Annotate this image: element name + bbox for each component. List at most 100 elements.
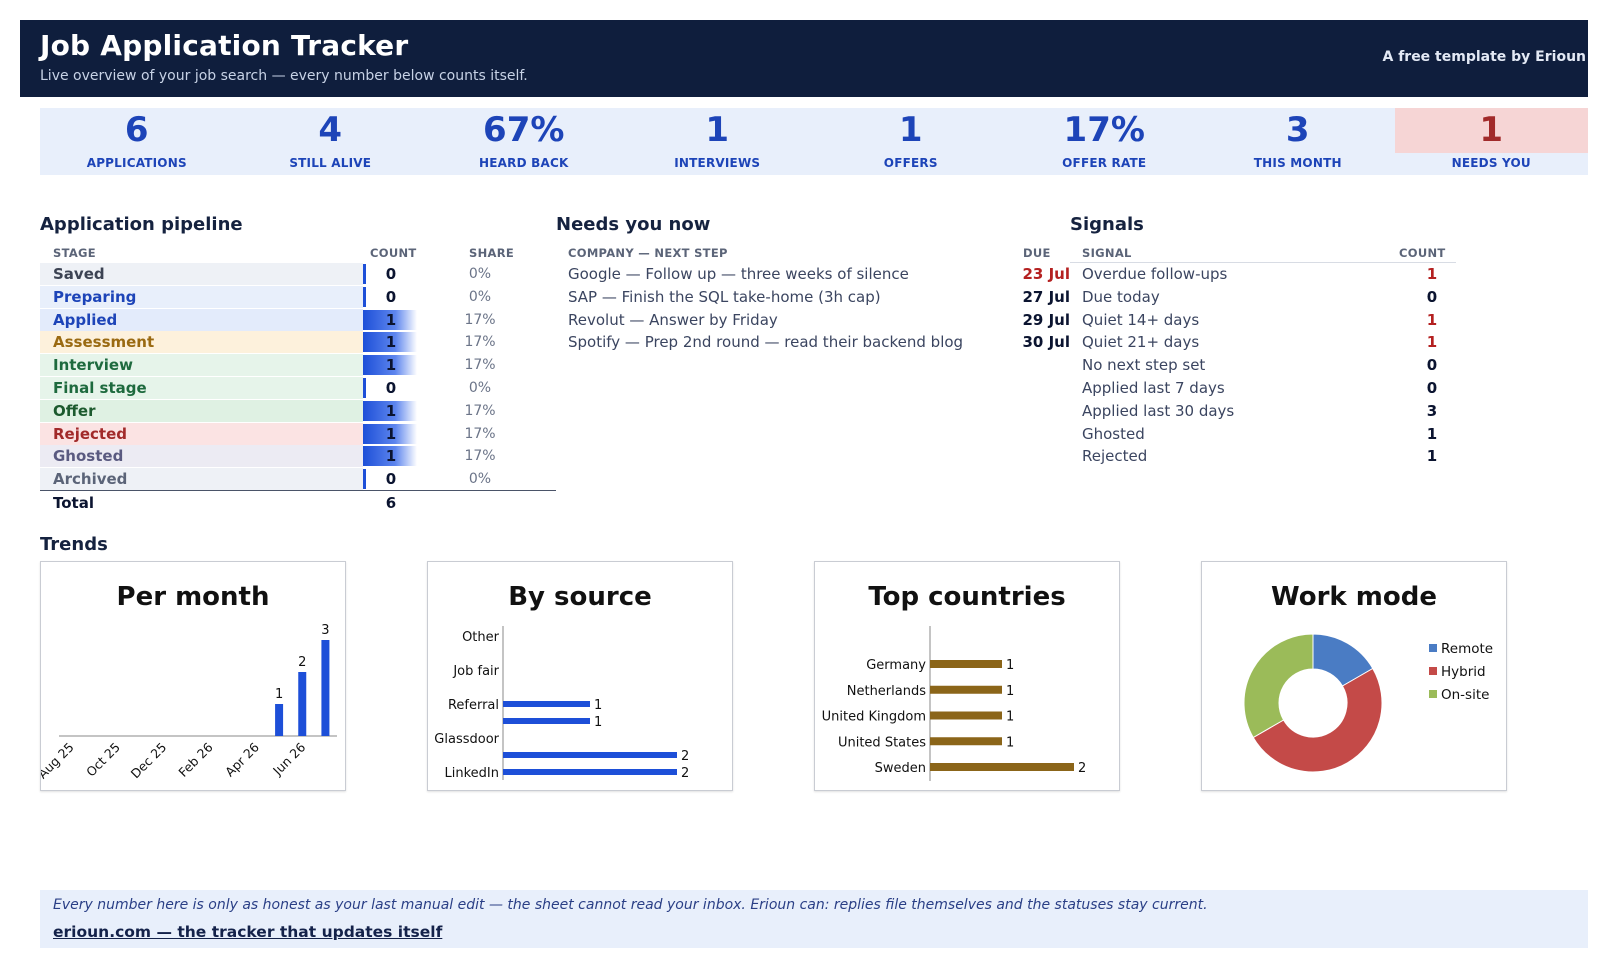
pipeline-row: Offer 1 17% xyxy=(40,399,556,422)
signal-count: 0 xyxy=(1426,356,1438,375)
y-tick-label: Sweden xyxy=(875,761,926,776)
y-tick-label: Other xyxy=(462,630,500,645)
bar-value-label: 2 xyxy=(681,766,689,781)
needs-you-item[interactable]: Revolut — Answer by Friday 29 Jul xyxy=(568,309,1070,331)
due-date: 23 Jul xyxy=(1022,265,1071,283)
donut-slice xyxy=(1243,633,1314,739)
pipeline-total-label: Total xyxy=(53,494,94,512)
stage-cell: Rejected xyxy=(40,422,363,445)
kpi-label: INTERVIEWS xyxy=(674,156,761,170)
stage-count: 0 xyxy=(385,287,397,306)
legend-swatch xyxy=(1429,690,1437,698)
y-tick-label: LinkedIn xyxy=(445,766,499,781)
chart-title: Work mode xyxy=(1271,582,1437,612)
needs-you-item[interactable]: Google — Follow up — three weeks of sile… xyxy=(568,263,1070,285)
x-tick-label: Oct 25 xyxy=(83,740,123,780)
stage-share: 17% xyxy=(464,311,496,328)
stage-label: Rejected xyxy=(53,424,128,443)
kpi-offer-rate: 17% OFFER RATE xyxy=(1008,108,1202,175)
signal-count: 0 xyxy=(1426,287,1438,306)
pipeline-col-share: SHARE xyxy=(469,246,515,260)
bar-value-label: 1 xyxy=(1006,735,1014,750)
bar xyxy=(503,718,590,724)
stage-bar xyxy=(363,264,366,284)
x-tick-label: Feb 26 xyxy=(175,739,215,779)
y-tick-label: Netherlands xyxy=(847,684,926,699)
kpi-this-month: 3 THIS MONTH xyxy=(1201,108,1395,175)
pipeline-row: Saved 0 0% xyxy=(40,263,556,285)
needs-you-item[interactable]: SAP — Finish the SQL take-home (3h cap) 2… xyxy=(568,286,1070,308)
bar xyxy=(275,704,284,736)
chart-title: Per month xyxy=(116,582,270,612)
signals-col-signal: SIGNAL xyxy=(1082,246,1132,260)
chart-by-source: By source Other Job fair Referral 1 1 Glassdo… xyxy=(427,561,733,791)
y-tick-label: United States xyxy=(838,735,926,750)
stage-label: Offer xyxy=(53,401,96,420)
stage-cell: Applied xyxy=(40,308,363,331)
legend-label: Hybrid xyxy=(1441,664,1486,680)
stage-cell: Ghosted xyxy=(40,445,363,468)
stage-label: Final stage xyxy=(53,379,147,397)
bar-value-label: 2 xyxy=(298,655,306,670)
stage-count: 1 xyxy=(385,424,397,443)
bar xyxy=(503,769,677,775)
next-step-text: Spotify — Prep 2nd round — read their ba… xyxy=(568,333,964,352)
stage-label: Archived xyxy=(53,470,128,489)
stage-bar xyxy=(363,332,417,353)
signals-title: Signals xyxy=(1070,214,1144,235)
bar-value-label: 1 xyxy=(594,715,602,730)
y-tick-label: Germany xyxy=(866,658,926,673)
stage-bar xyxy=(363,469,366,490)
chart-top-countries: Top countries Germany 1 Netherlands 1 United… xyxy=(814,561,1120,791)
stage-bar xyxy=(363,286,366,307)
stage-label: Preparing xyxy=(53,287,137,306)
chart-title: Top countries xyxy=(868,582,1066,612)
pipeline-row: Applied 1 17% xyxy=(40,308,556,331)
signals-divider xyxy=(1070,262,1456,263)
erioun-link[interactable]: erioun.com — the tracker that updates it… xyxy=(53,923,443,941)
y-tick-label: Job fair xyxy=(452,664,499,679)
alert-highlight xyxy=(1394,108,1588,153)
stage-share: 0% xyxy=(468,380,492,396)
stage-share: 17% xyxy=(464,334,496,351)
bar-value-label: 1 xyxy=(1006,710,1014,725)
signal-label: Quiet 14+ days xyxy=(1082,310,1200,329)
signal-label: Applied last 30 days xyxy=(1082,401,1235,420)
signal-label: Quiet 21+ days xyxy=(1082,333,1200,352)
pipeline-row: Preparing 0 0% xyxy=(40,285,556,308)
needs-you-col-due: DUE xyxy=(1023,246,1051,260)
signal-count: 1 xyxy=(1426,310,1438,329)
needs-you-title: Needs you now xyxy=(556,214,711,235)
top-countries-plot: Germany 1 Netherlands 1 United Kingdom 1 Unite… xyxy=(822,626,1086,781)
signal-row: No next step set 0 xyxy=(1082,354,1456,376)
due-date: 29 Jul xyxy=(1022,310,1071,329)
kpi-strip: 6 APPLICATIONS 4 STILL ALIVE 67% HEARD BACK… xyxy=(40,108,1588,175)
stage-label: Interview xyxy=(53,356,133,375)
pipeline-row: Final stage 0 0% xyxy=(40,377,556,399)
kpi-value: 1 xyxy=(1479,110,1504,150)
x-tick-label: Aug 25 xyxy=(41,740,77,782)
stage-bar xyxy=(363,423,417,444)
legend-swatch xyxy=(1429,644,1437,652)
chart-per-month: Per month Aug 25 Oct 25 Dec 25 Feb 26 Apr 26… xyxy=(40,561,346,791)
pipeline-row: Interview 1 17% xyxy=(40,354,556,377)
next-step-text: Revolut — Answer by Friday xyxy=(568,310,778,329)
kpi-needs-you: 1 NEEDS YOU xyxy=(1394,108,1588,175)
due-date: 27 Jul xyxy=(1022,287,1071,306)
signal-row: Quiet 14+ days 1 xyxy=(1082,309,1456,331)
stage-bar xyxy=(363,309,417,330)
legend-label: Remote xyxy=(1441,641,1493,657)
stage-bar xyxy=(363,400,417,421)
kpi-value: 6 xyxy=(124,110,149,150)
kpi-label: OFFER RATE xyxy=(1062,156,1147,170)
needs-you-item[interactable]: Spotify — Prep 2nd round — read their ba… xyxy=(568,331,1070,353)
signal-count: 1 xyxy=(1426,333,1438,352)
bar-value-label: 2 xyxy=(1078,761,1086,776)
pipeline-row: Assessment 1 17% xyxy=(40,331,556,354)
stage-bar xyxy=(363,355,417,376)
pipeline-col-stage: STAGE xyxy=(53,246,96,260)
signal-label: Rejected xyxy=(1082,447,1148,466)
kpi-heard-back: 67% HEARD BACK xyxy=(427,108,621,175)
bar xyxy=(930,711,1002,720)
template-credit: A free template by Erioun xyxy=(1382,49,1586,65)
